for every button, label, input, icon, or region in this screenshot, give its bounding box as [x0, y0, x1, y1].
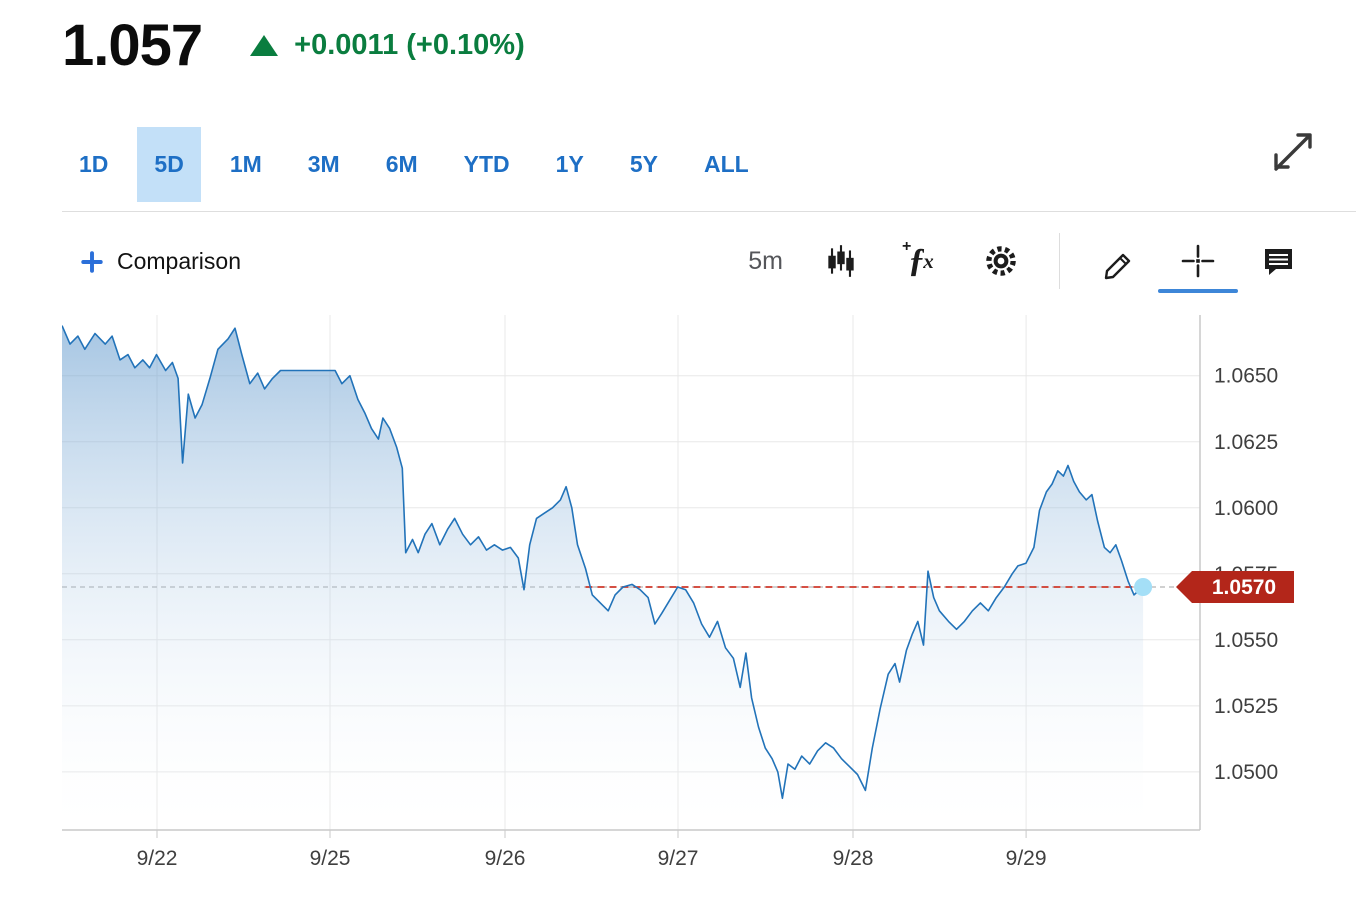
last-price: 1.057	[62, 13, 203, 78]
crosshair-icon[interactable]	[1158, 239, 1238, 293]
range-tab-1m[interactable]: 1M	[229, 150, 262, 177]
range-tab-1d[interactable]: 1D	[79, 150, 109, 177]
range-selector-row: 1D 5D 1M 3M 6M YTD 1Y 5Y ALL	[62, 126, 1316, 202]
y-axis-label: 1.0600	[1214, 497, 1278, 520]
range-tab-5y[interactable]: 5Y	[629, 150, 658, 177]
y-axis-label: 1.0650	[1214, 365, 1278, 388]
range-tab-ytd[interactable]: YTD	[463, 150, 510, 177]
y-axis-label: 1.0550	[1214, 629, 1278, 652]
y-axis-label: 1.0525	[1214, 695, 1278, 718]
range-tabs: 1D 5D 1M 3M 6M YTD 1Y 5Y ALL	[62, 126, 766, 202]
annotations-icon[interactable]	[1256, 239, 1300, 283]
toolbar-divider	[1059, 233, 1060, 289]
x-axis-label: 9/27	[658, 847, 699, 870]
indicators-fx-icon[interactable]: + ƒ x	[899, 238, 943, 283]
plus-icon	[81, 250, 103, 273]
area-fill	[62, 325, 1144, 830]
range-tab-all[interactable]: ALL	[703, 150, 749, 177]
price-line	[62, 325, 1144, 800]
interval-select[interactable]: 5m	[748, 246, 783, 275]
comparison-label: Comparison	[117, 248, 241, 274]
y-axis-label: 1.0625	[1214, 431, 1278, 454]
chart-toolbar: 5m + ƒ x	[748, 230, 1300, 293]
quote-header: 1.057 +0.0011 (+0.10%)	[62, 12, 525, 79]
range-tab-5d[interactable]: 5D	[137, 126, 201, 202]
price-change: +0.0011 (+0.10%)	[294, 29, 525, 61]
range-tab-3m[interactable]: 3M	[307, 150, 340, 177]
y-axis-label: 1.0500	[1214, 761, 1278, 784]
x-axis-label: 9/22	[137, 847, 178, 870]
horizontal-divider	[62, 211, 1356, 212]
x-axis-label: 9/25	[310, 847, 351, 870]
price-chart[interactable]: 9/22 9/25 9/26 9/27 9/28 9/29 1.0650 1.0625 1.06…	[62, 315, 1356, 890]
draw-pencil-icon[interactable]	[1096, 239, 1140, 283]
price-badge	[1176, 571, 1294, 603]
last-price-dot	[1134, 578, 1153, 596]
settings-gear-icon[interactable]	[979, 239, 1023, 283]
add-comparison-button[interactable]: Comparison	[80, 248, 241, 275]
up-triangle-icon	[250, 35, 279, 56]
fullscreen-expand-icon[interactable]	[1270, 128, 1316, 174]
range-tab-6m[interactable]: 6M	[385, 150, 418, 177]
price-badge-label: 1.0570	[1212, 576, 1276, 599]
candlestick-chart-icon[interactable]	[819, 239, 863, 283]
x-axis-label: 9/26	[485, 847, 526, 870]
x-axis-label: 9/28	[833, 847, 874, 870]
range-tab-1y[interactable]: 1Y	[555, 150, 584, 177]
x-axis-label: 9/29	[1006, 847, 1047, 870]
